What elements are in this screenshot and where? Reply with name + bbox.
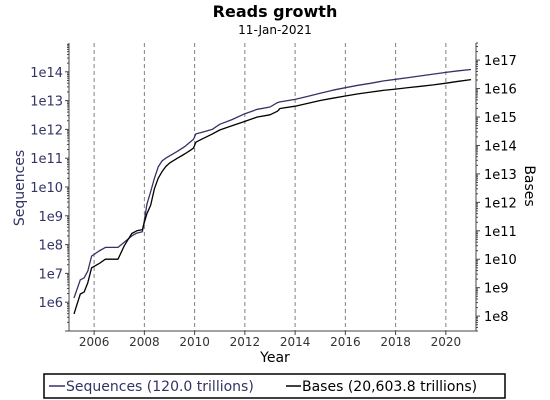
legend: Sequences (120.0 trillions) Bases (20,60… bbox=[43, 373, 506, 399]
right-tick-label: 1e10 bbox=[484, 253, 517, 268]
x-tick-label: 2014 bbox=[280, 335, 311, 349]
x-tick-label: 2006 bbox=[79, 335, 110, 349]
left-tick-label: 1e9 bbox=[38, 210, 63, 225]
series-line-sequences bbox=[73, 68, 472, 299]
right-tick-label: 1e15 bbox=[484, 111, 517, 126]
left-tick-label: 1e7 bbox=[38, 267, 63, 282]
x-tick-label: 2012 bbox=[230, 335, 261, 349]
right-tick-label: 1e14 bbox=[484, 139, 517, 154]
left-tick-label: 1e8 bbox=[38, 239, 63, 254]
x-axis-label: Year bbox=[259, 350, 290, 366]
chart-title: Reads growth bbox=[213, 2, 338, 21]
x-tick-label: 2008 bbox=[129, 335, 160, 349]
left-tick-label: 1e6 bbox=[38, 296, 63, 311]
x-axis: 2006 2008 2010 2012 2014 2016 2018 2020 bbox=[79, 331, 461, 349]
right-tick-label: 1e13 bbox=[484, 168, 517, 183]
series-lines bbox=[73, 68, 472, 315]
vertical-gridlines bbox=[93, 43, 447, 331]
left-y-axis-label: Sequences bbox=[12, 150, 28, 226]
series-line-bases bbox=[73, 78, 472, 315]
right-tick-label: 1e8 bbox=[484, 310, 509, 325]
right-tick-label: 1e11 bbox=[484, 225, 517, 240]
right-tick-label: 1e12 bbox=[484, 196, 517, 211]
x-tick-label: 2010 bbox=[179, 335, 210, 349]
chart-subtitle: 11-Jan-2021 bbox=[238, 23, 312, 37]
left-tick-label: 1e10 bbox=[30, 181, 63, 196]
x-tick-label: 2018 bbox=[380, 335, 411, 349]
left-tick-label: 1e13 bbox=[30, 95, 63, 110]
right-tick-label: 1e17 bbox=[484, 54, 517, 69]
x-tick-label: 2020 bbox=[431, 335, 462, 349]
right-y-axis-label: Bases bbox=[521, 165, 537, 206]
right-tick-label: 1e16 bbox=[484, 83, 517, 98]
legend-box bbox=[43, 373, 506, 399]
right-y-axis: 1e8 1e9 1e10 1e11 1e12 1e13 1e14 1e15 1e16 1e17 bbox=[476, 42, 517, 332]
left-tick-label: 1e14 bbox=[30, 66, 63, 81]
right-tick-label: 1e9 bbox=[484, 282, 509, 297]
left-tick-label: 1e11 bbox=[30, 152, 63, 167]
x-tick-label: 2016 bbox=[330, 335, 361, 349]
legend-entry-bases: Bases (20,603.8 trillions) bbox=[302, 379, 477, 395]
left-y-axis: 1e6 1e7 1e8 1e9 1e10 1e11 1e12 1e13 1e14 bbox=[30, 43, 69, 332]
left-tick-label: 1e12 bbox=[30, 123, 63, 138]
legend-entry-sequences: Sequences (120.0 trillions) bbox=[66, 379, 254, 395]
